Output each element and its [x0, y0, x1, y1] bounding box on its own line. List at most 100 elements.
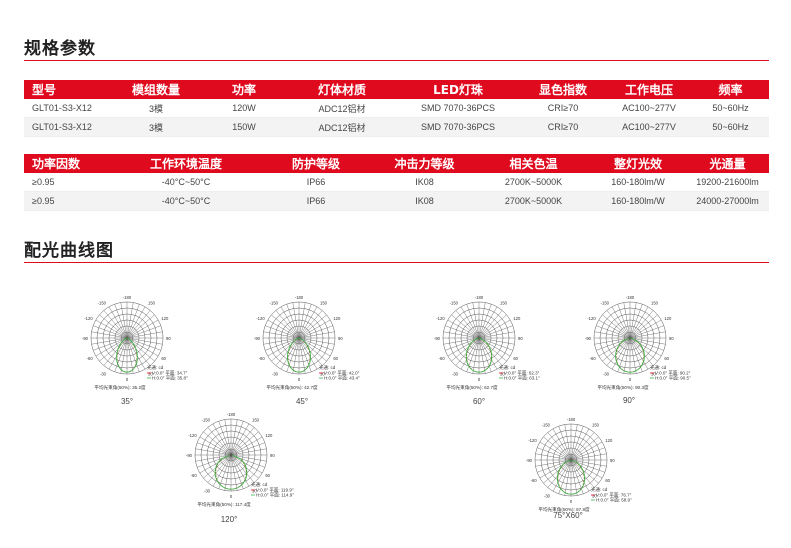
angle-label: -90 [254, 336, 261, 341]
polar-chart-svg: -180 -150 150 -120 120 -90 90 -60 60 -30 30 0 光通: cd… [82, 295, 188, 391]
polar-diagram: -180 -150 150 -120 120 -90 90 -60 60 -30 30 0 光通: cd… [76, 292, 188, 397]
legend-h-plane: H:0.0° 平面: 63.1° [504, 376, 540, 382]
spec-title-underline [24, 60, 769, 61]
average-beam-angle: 平均光束角(50%): 67.8度 [538, 506, 590, 513]
average-beam-angle: 平均光束角(50%): 90.3度 [597, 384, 649, 391]
cell-module-count: 3模 [112, 117, 200, 137]
header-efficacy: 整灯光效 [590, 154, 686, 173]
cell-body-material: ADC12铝材 [288, 117, 396, 137]
cell-cri: CRI≥70 [520, 99, 606, 118]
header-operating-temp: 工作环境温度 [112, 154, 260, 173]
average-beam-angle: 平均光束角(50%): 35.2度 [94, 384, 146, 391]
cell-ip-rating: IP66 [260, 191, 372, 211]
angle-label: 60 [333, 356, 338, 361]
curve-c0-plane [615, 337, 645, 373]
angle-label: 0 [298, 377, 301, 382]
header-voltage: 工作电压 [606, 80, 692, 99]
angle-label: -60 [259, 356, 266, 361]
legend-v-plane: V:0.0° 平面: 119.9° [256, 488, 294, 494]
angle-label: 150 [148, 301, 156, 306]
polar-grid [534, 423, 608, 497]
angle-label: -60 [531, 478, 538, 483]
angle-label: 90 [610, 458, 615, 463]
angle-label: 30 [320, 371, 325, 376]
polar-chart-svg: -180 -150 150 -120 120 -90 90 -60 60 -30 30 0 光通: cd… [526, 417, 632, 513]
angle-label: 90 [338, 336, 343, 341]
unit-label: 光通: cd [591, 486, 608, 493]
legend-v-plane: V:0.0° 平面: 42.0° [324, 371, 360, 377]
angle-label: -30 [272, 371, 279, 376]
angle-label: -30 [544, 493, 551, 498]
spec-table-1: 型号 模组数量 功率 灯体材质 LED灯珠 显色指数 工作电压 频率 GLT01… [24, 80, 769, 137]
angle-label: 60 [513, 356, 518, 361]
header-frequency: 频率 [692, 80, 769, 99]
polar-grid [90, 301, 164, 375]
angle-label: 120 [333, 316, 341, 321]
legend-h-plane: H:0.0° 平面: 43.4° [324, 376, 360, 382]
grid-spoke [263, 331, 335, 345]
angle-label: 150 [252, 418, 260, 423]
legend-v-plane: V:0.0° 平面: 76.7° [596, 493, 632, 499]
diagram-caption: 60° [472, 397, 486, 406]
angle-label: 60 [161, 356, 166, 361]
angle-label: 90 [669, 336, 674, 341]
grid-spoke [195, 448, 267, 462]
unit-label: 光通: cd [319, 364, 336, 371]
angle-label: 120 [265, 433, 273, 438]
header-module-count: 模组数量 [112, 80, 200, 99]
header-ip-rating: 防护等级 [260, 154, 372, 173]
angle-label: -90 [585, 336, 592, 341]
legend-v-plane: V:0.0° 平面: 90.2° [655, 371, 691, 377]
angle-label: -120 [528, 438, 537, 443]
angle-label: -60 [590, 356, 597, 361]
angle-label: -30 [603, 371, 610, 376]
angle-label: -120 [587, 316, 596, 321]
unit-label: 光通: cd [147, 364, 164, 371]
angle-label: -60 [439, 356, 446, 361]
angle-label: 0 [126, 377, 129, 382]
header-model: 型号 [24, 80, 112, 99]
angle-label: 120 [605, 438, 613, 443]
header-ik-rating: 冲击力等级 [372, 154, 477, 173]
cell-power-factor: ≥0.95 [24, 173, 112, 192]
curve-c90-plane [556, 459, 586, 495]
distribution-section-title: 配光曲线图 [24, 241, 114, 261]
angle-label: 150 [651, 301, 659, 306]
diagram-caption: 45° [295, 397, 309, 406]
legend-h-plane: H:0.0° 平面: 35.8° [152, 376, 188, 382]
legend-h-plane: H:0.0° 平面: 58.9° [596, 498, 632, 504]
polar-grid [194, 418, 268, 492]
cell-ip-rating: IP66 [260, 173, 372, 192]
cell-operating-temp: -40°C~50°C [112, 173, 260, 192]
angle-label: -30 [204, 488, 211, 493]
angle-label: 30 [651, 371, 656, 376]
angle-label: 0 [230, 494, 233, 499]
cell-voltage: AC100~277V [606, 99, 692, 118]
angle-label: -90 [434, 336, 441, 341]
cell-module-count: 3模 [112, 99, 200, 118]
cell-efficacy: 160-180lm/W [590, 173, 686, 192]
angle-label: -150 [601, 301, 610, 306]
cell-cct: 2700K~5000K [477, 173, 590, 192]
grid-spoke [91, 331, 163, 345]
angle-label: 30 [500, 371, 505, 376]
angle-label: -180 [626, 295, 635, 300]
curve-c90-plane [286, 337, 312, 373]
angle-label: 0 [629, 377, 632, 382]
angle-label: 30 [148, 371, 153, 376]
legend-v-plane: V:0.0° 平面: 34.7° [152, 371, 188, 377]
polar-diagram: -180 -150 150 -120 120 -90 90 -60 60 -30 30 0 光通: cd… [428, 292, 540, 397]
polar-diagram: -180 -150 150 -120 120 -90 90 -60 60 -30 30 0 光通: cd… [520, 414, 632, 519]
polar-chart-svg: -180 -150 150 -120 120 -90 90 -60 60 -30 30 0 光通: cd… [434, 295, 540, 391]
angle-label: -30 [452, 371, 459, 376]
angle-label: -180 [123, 295, 132, 300]
polar-diagram: -180 -150 150 -120 120 -90 90 -60 60 -30 30 0 光通: cd… [248, 292, 360, 397]
angle-label: -150 [450, 301, 459, 306]
average-beam-angle: 平均光束角(50%): 42.7度 [266, 384, 318, 391]
distribution-title-underline [24, 262, 769, 263]
cell-cct: 2700K~5000K [477, 191, 590, 211]
cell-frequency: 50~60Hz [692, 99, 769, 118]
angle-label: 60 [605, 478, 610, 483]
angle-label: 150 [320, 301, 328, 306]
angle-label: -30 [100, 371, 107, 376]
